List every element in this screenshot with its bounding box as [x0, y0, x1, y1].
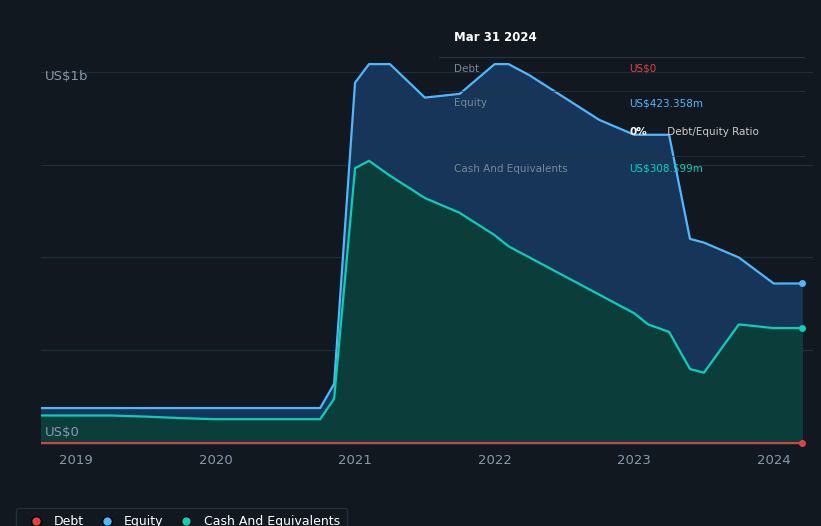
- Text: US$0: US$0: [629, 64, 657, 74]
- Text: 0%: 0%: [629, 127, 647, 137]
- Text: US$423.358m: US$423.358m: [629, 98, 704, 108]
- Text: Debt: Debt: [454, 64, 479, 74]
- Text: Cash And Equivalents: Cash And Equivalents: [454, 164, 567, 174]
- Text: US$308.599m: US$308.599m: [629, 164, 703, 174]
- Legend: Debt, Equity, Cash And Equivalents: Debt, Equity, Cash And Equivalents: [16, 508, 347, 526]
- Text: US$0: US$0: [45, 426, 80, 439]
- Text: Debt/Equity Ratio: Debt/Equity Ratio: [664, 127, 759, 137]
- Text: Mar 31 2024: Mar 31 2024: [454, 31, 537, 44]
- Text: US$1b: US$1b: [45, 70, 89, 83]
- Text: Equity: Equity: [454, 98, 487, 108]
